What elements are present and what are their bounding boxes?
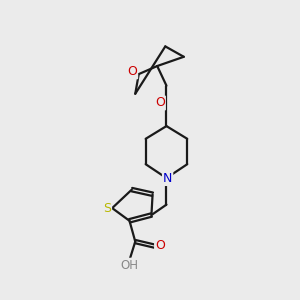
Text: OH: OH xyxy=(121,259,139,272)
Text: S: S xyxy=(103,202,111,214)
Text: O: O xyxy=(155,238,165,252)
Text: O: O xyxy=(127,65,137,78)
Text: O: O xyxy=(155,97,165,110)
Text: N: N xyxy=(163,172,172,185)
